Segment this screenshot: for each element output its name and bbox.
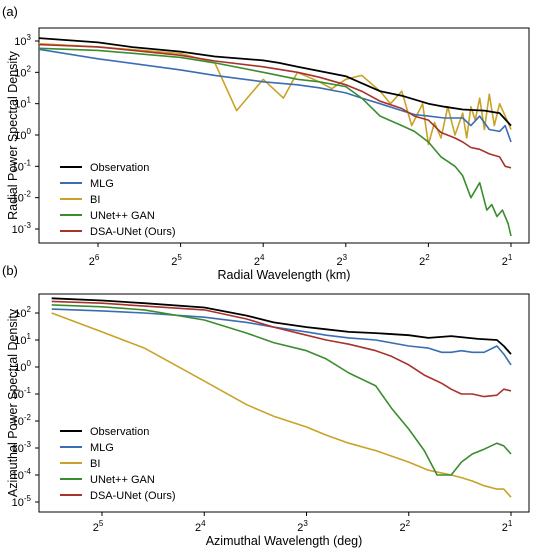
series-line-unet-gan	[51, 304, 512, 476]
x-tick-label: 23	[337, 253, 348, 268]
y-tick-label: 10-3	[12, 221, 32, 236]
x-tick-label: 25	[171, 253, 182, 268]
y-tick-label: 102	[14, 305, 31, 320]
x-axis-label: Radial Wavelength (km)	[218, 268, 351, 282]
legend-label: DSA-UNet (Ours)	[90, 490, 176, 502]
y-tick-label: 10-5	[12, 494, 32, 509]
series-line-observation	[51, 297, 512, 355]
legend-label: Observation	[90, 162, 149, 174]
series-line-bi	[51, 312, 512, 498]
x-tick-label: 22	[419, 253, 430, 268]
legend-label: MLG	[90, 442, 114, 454]
y-tick-label: 101	[14, 96, 31, 111]
x-tick-label: 24	[254, 253, 265, 268]
series-line-dsa-unet-ours-	[39, 43, 512, 169]
y-tick-label: 10-2	[12, 413, 32, 428]
y-tick-label: 10-1	[12, 386, 32, 401]
panel-label: (b)	[2, 263, 18, 278]
x-tick-label: 22	[399, 519, 410, 534]
x-axis-label: Azimuthal Wavelength (deg)	[206, 534, 363, 548]
y-tick-label: 10-1	[12, 158, 32, 173]
legend-label: BI	[90, 458, 100, 470]
series-line-dsa-unet-ours-	[51, 300, 512, 398]
legend-label: UNet++ GAN	[90, 474, 155, 486]
x-tick-label: 24	[195, 519, 206, 534]
y-tick-label: 10-4	[12, 467, 32, 482]
plot-frame	[38, 293, 530, 513]
x-tick-label: 21	[502, 519, 513, 534]
series-line-bi	[39, 42, 512, 146]
y-axis-label: Radial Power Spectral Density	[6, 50, 20, 220]
panel-label: (a)	[2, 4, 18, 19]
legend-label: DSA-UNet (Ours)	[90, 226, 176, 238]
y-tick-label: 100	[14, 359, 31, 374]
x-tick-label: 21	[502, 253, 513, 268]
series-line-observation	[39, 37, 512, 127]
series-line-mlg	[51, 308, 512, 366]
y-tick-label: 103	[14, 33, 31, 48]
legend-label: MLG	[90, 178, 114, 190]
x-tick-label: 23	[297, 519, 308, 534]
legend-label: UNet++ GAN	[90, 210, 155, 222]
series-line-unet-gan	[39, 47, 512, 237]
y-tick-label: 10-3	[12, 440, 32, 455]
y-axis-label: Azimuthal Power Spectral Density	[6, 308, 20, 497]
y-tick-label: 100	[14, 127, 31, 142]
y-tick-label: 10-2	[12, 190, 32, 205]
legend-label: BI	[90, 194, 100, 206]
series-line-mlg	[39, 48, 512, 143]
x-tick-label: 25	[93, 519, 104, 534]
legend-label: Observation	[90, 426, 149, 438]
y-tick-label: 102	[14, 64, 31, 79]
y-tick-label: 101	[14, 332, 31, 347]
x-tick-label: 26	[89, 253, 100, 268]
